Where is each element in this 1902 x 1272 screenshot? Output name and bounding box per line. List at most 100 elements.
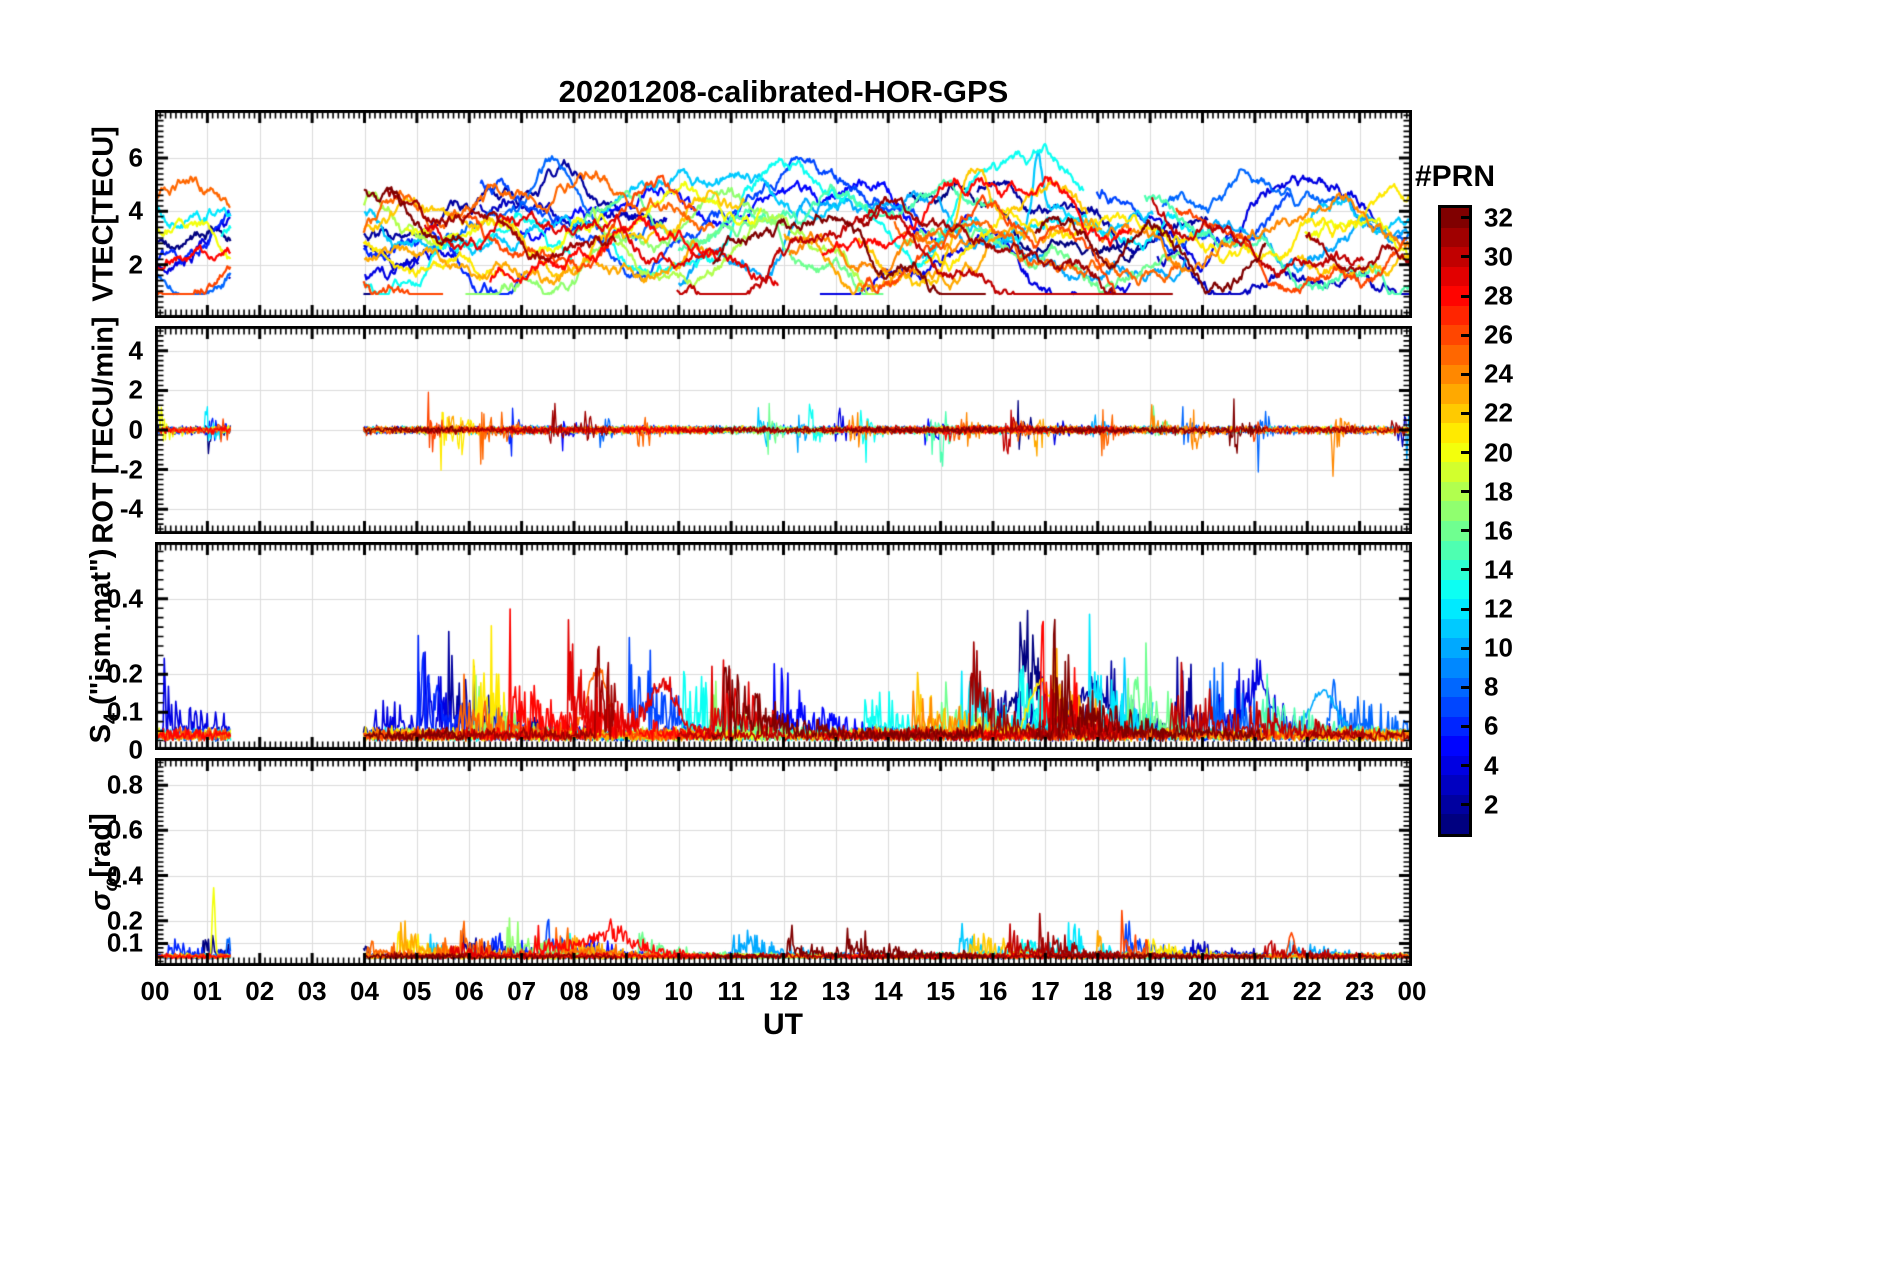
colorbar-tick-label: 22 [1484,397,1513,428]
x-tick-label: 07 [507,976,537,1006]
colorbar-segment [1441,775,1469,795]
y-tick-label: 0.2 [106,658,143,689]
colorbar-segment [1441,736,1469,756]
x-tick-label: 10 [664,976,694,1006]
colorbar-tick-label: 30 [1484,241,1513,272]
x-tick-label: 16 [978,976,1008,1006]
colorbar-segment [1441,227,1469,248]
colorbar-segment [1441,579,1469,600]
colorbar-segment [1441,501,1469,521]
x-tick-label: 08 [559,976,589,1006]
colorbar-segment [1441,521,1469,541]
colorbar-tick-label: 10 [1484,632,1513,663]
colorbar-segment [1441,677,1469,698]
colorbar-tick-mark [1461,685,1469,689]
x-tick-label: 01 [192,976,222,1006]
x-tick-label: 13 [821,976,851,1006]
x-tick-label: 14 [873,976,903,1006]
colorbar-segment [1441,697,1469,717]
x-tick-label: 15 [926,976,956,1006]
colorbar-segment [1441,560,1469,580]
colorbar-tick-mark [1461,294,1469,298]
ylabel-vtec-text: VTEC[TECU] [87,126,120,302]
y-tick-label: 4 [128,335,143,366]
x-tick-label: 19 [1135,976,1165,1006]
x-tick-label: 06 [454,976,484,1006]
colorbar-tick-mark [1461,529,1469,533]
colorbar-segment [1441,403,1469,424]
colorbar-title: #PRN [1414,160,1496,193]
colorbar-tick-mark [1461,724,1469,728]
y-tick-label: 0 [128,734,143,765]
colorbar-segment [1441,384,1469,404]
colorbar-segment [1441,716,1469,737]
x-tick-label: 11 [717,976,745,1006]
x-tick-label: 05 [402,976,432,1006]
y-tick-label: 0.4 [106,583,143,614]
y-tick-label: 4 [128,195,143,226]
colorbar-segment [1441,266,1469,287]
y-tick-label: 2 [128,374,143,405]
colorbar-segment [1441,344,1469,365]
colorbar-tick-mark [1461,411,1469,415]
x-tick-label: 22 [1292,976,1322,1006]
colorbar-tick-label: 26 [1484,319,1513,350]
colorbar-segment [1441,423,1469,443]
colorbar-segment [1441,657,1469,678]
colorbar-tick-label: 20 [1484,437,1513,468]
x-tick-label: 02 [245,976,275,1006]
y-tick-label: 2 [128,249,143,280]
colorbar-segment [1441,618,1469,639]
colorbar-tick-mark [1461,372,1469,376]
y-tick-label: 0.1 [106,696,143,727]
colorbar-tick-mark [1461,490,1469,494]
x-tick-label: 03 [297,976,327,1006]
x-tick-label: 21 [1240,976,1270,1006]
colorbar-segment [1441,638,1469,658]
colorbar-tick-label: 2 [1484,789,1499,820]
y-tick-label: 6 [128,142,143,173]
colorbar-tick-label: 6 [1484,710,1499,741]
colorbar-tick-mark [1461,333,1469,337]
colorbar-tick-label: 24 [1484,358,1513,389]
vtec-plot-canvas [155,110,1412,318]
colorbar-tick-mark [1461,607,1469,611]
colorbar-segment [1441,442,1469,463]
colorbar-segment [1441,481,1469,502]
colorbar-tick-mark [1461,255,1469,259]
colorbar-tick-mark [1461,568,1469,572]
y-tick-label: -4 [119,493,143,524]
y-tick-label: 0.8 [106,769,143,800]
colorbar-tick-mark [1461,451,1469,455]
colorbar-tick-label: 32 [1484,202,1513,233]
colorbar-tick-label: 12 [1484,593,1513,624]
colorbar-segment [1441,462,1469,482]
sigma_phi-plot-canvas [155,758,1412,966]
colorbar-segment [1441,208,1469,228]
colorbar-tick-mark [1461,646,1469,650]
colorbar-tick-label: 18 [1484,476,1513,507]
y-tick-label: 0.2 [106,905,143,936]
ylabel-rot-text: ROT [TECU/min] [87,316,120,544]
colorbar-segment [1441,540,1469,561]
y-tick-label: 0 [128,414,143,445]
x-tick-label: 00 [1397,976,1427,1006]
colorbar-segment [1441,599,1469,619]
colorbar-segment [1441,247,1469,267]
x-tick-label: 04 [350,976,379,1006]
x-tick-label: 23 [1345,976,1375,1006]
x-tick-label: 17 [1030,976,1060,1006]
rot-plot-canvas [155,326,1412,534]
x-axis-label: UT [763,1008,803,1041]
colorbar-tick-mark [1461,764,1469,768]
colorbar-segment [1441,364,1469,385]
x-tick-label: 09 [611,976,641,1006]
x-tick-label: 20 [1188,976,1217,1006]
colorbar-tick-label: 4 [1484,750,1499,781]
chart-title: 20201208-calibrated-HOR-GPS [558,74,1009,109]
ylabel-rot: ROT [TECU/min] [88,316,121,543]
colorbar-segment [1441,794,1469,815]
colorbar [1438,205,1472,837]
colorbar-tick-label: 8 [1484,671,1499,702]
s4-plot-canvas [155,542,1412,750]
